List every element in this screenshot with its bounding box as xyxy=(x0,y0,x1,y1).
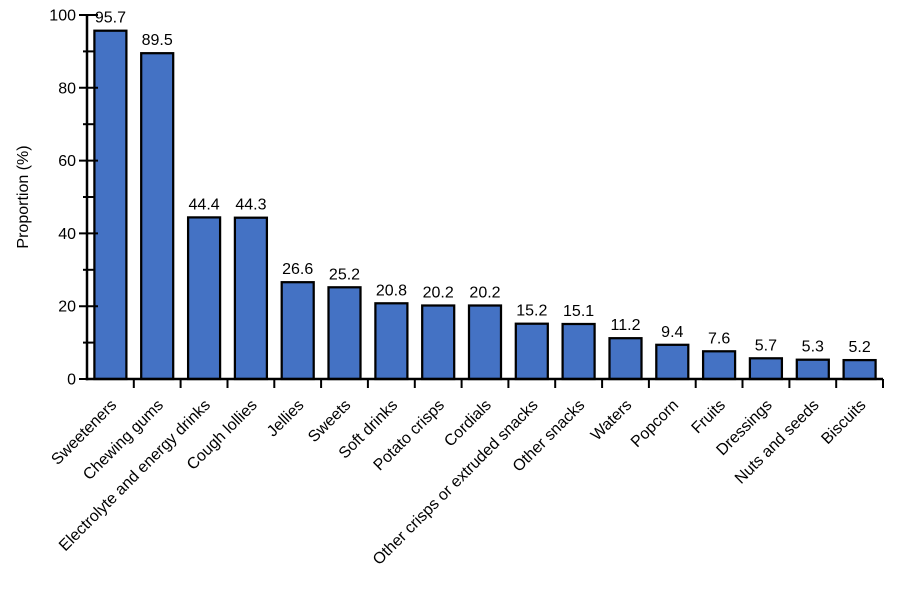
y-tick-label: 80 xyxy=(58,80,76,97)
bar xyxy=(655,343,690,381)
y-tick-label: 0 xyxy=(67,372,76,389)
bar xyxy=(467,304,503,381)
x-axis-category-label: Jellies xyxy=(264,397,307,440)
x-axis-category-label: Popcorn xyxy=(628,397,682,451)
bar-value-label: 15.1 xyxy=(563,303,594,320)
bar-value-label: 20.2 xyxy=(469,285,500,302)
x-axis-category-label: Fruits xyxy=(689,397,729,437)
y-axis-title: Proportion (%) xyxy=(15,145,32,248)
bar xyxy=(561,322,596,381)
bar xyxy=(748,357,784,381)
bar xyxy=(93,29,128,381)
bar-value-label: 9.4 xyxy=(661,324,683,341)
bar-value-label: 25.2 xyxy=(329,266,360,283)
bar-value-label: 5.2 xyxy=(848,339,870,356)
bar-value-label: 89.5 xyxy=(142,32,173,49)
bar-value-label: 7.6 xyxy=(708,330,730,347)
bar-value-label: 20.2 xyxy=(423,285,454,302)
y-tick-label: 60 xyxy=(58,153,76,170)
bar-value-label: 44.4 xyxy=(189,196,220,213)
x-axis-category-label: Nuts and seeds xyxy=(732,397,823,488)
bar xyxy=(233,216,269,381)
y-tick-label: 40 xyxy=(58,226,76,243)
bar-value-label: 26.6 xyxy=(282,261,313,278)
bar-value-label: 5.7 xyxy=(755,337,777,354)
bar-value-label: 20.8 xyxy=(376,282,407,299)
bar-value-label: 44.3 xyxy=(235,197,266,214)
bar xyxy=(842,358,877,381)
bar xyxy=(374,302,409,381)
bar xyxy=(608,337,643,381)
bar xyxy=(701,350,737,381)
bar xyxy=(280,281,315,381)
x-axis-category-label: Chewing gums xyxy=(80,397,167,484)
x-axis-category-label: Biscuits xyxy=(818,397,869,448)
bar xyxy=(186,216,222,381)
bar xyxy=(327,286,362,381)
bar xyxy=(421,304,456,381)
bar xyxy=(140,52,175,381)
bar xyxy=(514,322,549,381)
bar-value-label: 95.7 xyxy=(95,10,126,27)
bar-value-label: 5.3 xyxy=(802,339,824,356)
y-tick-label: 100 xyxy=(49,8,76,25)
y-tick-label: 20 xyxy=(58,299,76,316)
bar xyxy=(795,358,830,381)
bar-value-label: 11.2 xyxy=(611,317,641,334)
bars-layer xyxy=(93,29,877,381)
axes-layer xyxy=(79,14,884,388)
bar-value-label: 15.2 xyxy=(516,303,547,320)
x-axis-category-label: Waters xyxy=(588,397,635,444)
